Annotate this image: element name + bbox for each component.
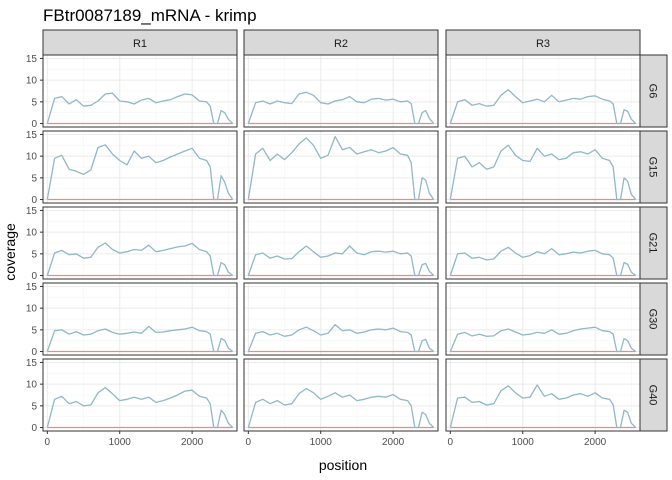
x-tick-label: 1000: [310, 437, 333, 448]
panel-G6-R2: [243, 54, 439, 128]
y-tick-label: 5: [31, 249, 37, 260]
coverage-series-line: [449, 144, 637, 201]
panel-border: [42, 54, 238, 128]
row-strip-label: G40: [647, 385, 659, 406]
x-tick-label: 1000: [109, 437, 132, 448]
panel-G40-R1: 0 5 10 15 0 1000 2000: [26, 358, 238, 448]
coverage-series-line: [449, 384, 637, 429]
panel-G21-R3: [445, 206, 641, 280]
panel-border: [445, 54, 641, 128]
panel-G21-R2: [243, 206, 439, 280]
x-tick-label: 0: [246, 437, 252, 448]
row-strip: [639, 282, 668, 356]
panel-border: [243, 206, 439, 280]
row-strip: [639, 130, 668, 204]
panel-border: [243, 358, 439, 432]
panel-border: [445, 206, 641, 280]
panel-G30-R1: 0 5 10 15: [26, 282, 238, 358]
x-axis-label: position: [319, 457, 367, 473]
y-tick-label: 0: [31, 119, 37, 130]
y-tick-label: 10: [26, 76, 38, 87]
y-tick-label: 10: [26, 152, 38, 163]
coverage-series-line: [46, 386, 234, 429]
coverage-series-line: [46, 92, 234, 125]
y-tick-label: 5: [31, 401, 37, 412]
x-tick-label: 2000: [181, 437, 204, 448]
coverage-series-line: [46, 144, 234, 201]
coverage-series-line: [46, 325, 234, 353]
coverage-series-line: [247, 91, 435, 125]
y-tick-label: 0: [31, 423, 37, 434]
row-strip-label: G15: [647, 157, 659, 178]
coverage-series-line: [247, 135, 435, 201]
y-tick-label: 5: [31, 325, 37, 336]
coverage-series-line: [46, 242, 234, 277]
panel-border: [243, 130, 439, 204]
row-strip-label: G6: [647, 84, 659, 99]
panel-G6-R3: [445, 54, 641, 128]
y-axis-label: coverage: [2, 223, 18, 281]
facet-panels: R1 R2 R3G6G15G21G30G4005101505101505101505…: [26, 29, 668, 448]
panel-border: [243, 54, 439, 128]
panel-G30-R3: [445, 282, 641, 356]
y-tick-label: 15: [26, 130, 38, 141]
panel-border: [445, 282, 641, 356]
y-tick-label: 15: [26, 54, 38, 65]
y-tick-label: 15: [26, 282, 38, 293]
coverage-series-line: [247, 323, 435, 353]
x-tick-label: 0: [448, 437, 454, 448]
panel-G30-R2: [243, 282, 439, 356]
panel-G21-R1: 0 5 10 15: [26, 206, 238, 282]
panel-border: [42, 130, 238, 204]
y-tick-label: 15: [26, 358, 38, 369]
y-tick-label: 10: [26, 228, 38, 239]
panel-G15-R2: [243, 130, 439, 204]
panel-G15-R1: 0 5 10 15: [26, 130, 238, 206]
coverage-series-line: [449, 246, 637, 277]
coverage-series-line: [247, 387, 435, 429]
panel-border: [243, 282, 439, 356]
panel-G15-R3: [445, 130, 641, 204]
row-strip-label: G21: [647, 233, 659, 254]
y-tick-label: 0: [31, 195, 37, 206]
coverage-series-line: [449, 89, 637, 125]
y-tick-label: 5: [31, 97, 37, 108]
column-strip-label: R1: [133, 38, 147, 50]
y-tick-label: 0: [31, 271, 37, 282]
panel-border: [42, 358, 238, 432]
row-strip: [639, 54, 668, 128]
y-tick-label: 15: [26, 206, 38, 217]
x-tick-label: 2000: [382, 437, 405, 448]
row-strip-label: G30: [647, 309, 659, 330]
y-tick-label: 0: [31, 347, 37, 358]
coverage-series-line: [247, 245, 435, 277]
x-tick-label: 2000: [584, 437, 607, 448]
panel-border: [42, 206, 238, 280]
panel-G40-R2: 0 1000 2000: [243, 358, 439, 448]
panel-border: [42, 282, 238, 356]
column-strip-label: R3: [536, 38, 550, 50]
x-tick-label: 1000: [512, 437, 535, 448]
y-tick-label: 5: [31, 173, 37, 184]
panel-border: [445, 130, 641, 204]
y-tick-label: 10: [26, 304, 38, 315]
coverage-series-line: [449, 326, 637, 353]
panel-G40-R3: 0 1000 2000: [445, 358, 641, 448]
y-tick-label: 10: [26, 380, 38, 391]
panel-border: [445, 358, 641, 432]
panel-G6-R1: 0 5 10 15: [26, 54, 238, 130]
column-strip: [243, 29, 439, 56]
x-tick-label: 0: [45, 437, 51, 448]
chart-title: FBtr0087189_mRNA - krimp: [43, 6, 257, 25]
column-strip-label: R2: [334, 38, 348, 50]
column-strip: [42, 29, 238, 56]
